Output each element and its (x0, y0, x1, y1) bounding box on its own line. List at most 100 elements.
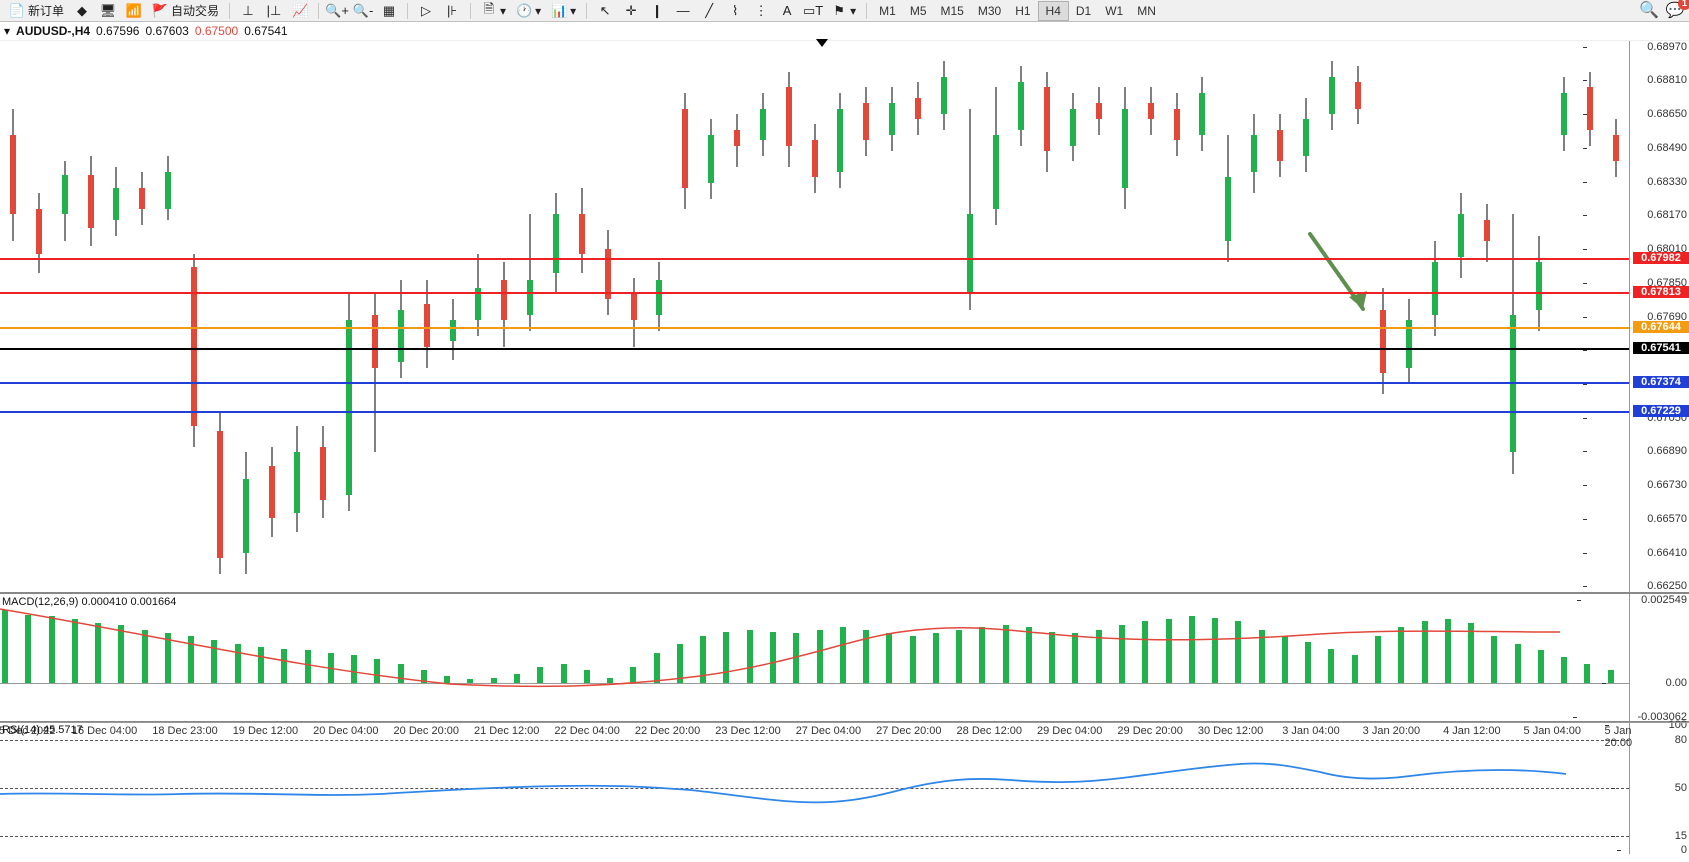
mid-orange-line[interactable] (0, 327, 1629, 329)
candlestick[interactable] (1044, 87, 1050, 150)
candlestick[interactable] (294, 452, 300, 513)
candlestick[interactable] (734, 130, 740, 146)
support-line-1[interactable] (0, 382, 1629, 384)
candlestick[interactable] (1251, 135, 1257, 172)
vertical-line-button[interactable]: ❙ (644, 1, 670, 21)
new-indicator-chart-button[interactable]: ⊥ (235, 1, 261, 21)
timeframe-m1[interactable]: M1 (872, 1, 903, 21)
candlestick[interactable] (889, 103, 895, 135)
candlestick[interactable] (760, 109, 766, 141)
timeframe-h4[interactable]: H4 (1038, 1, 1069, 21)
macd-panel[interactable]: MACD(12,26,9) 0.000410 0.001664 0.002549… (0, 594, 1689, 722)
candlestick[interactable] (1018, 82, 1024, 130)
new-order-button[interactable]: 📄 新订单 (4, 1, 69, 21)
dropdown-arrow-icon[interactable]: ▾ (4, 24, 10, 38)
chart-top-marker[interactable] (816, 39, 828, 47)
candlestick[interactable] (812, 140, 818, 177)
resistance-line-1[interactable] (0, 258, 1629, 260)
timeframe-mn[interactable]: MN (1130, 1, 1163, 21)
candlestick[interactable] (191, 267, 197, 426)
candlestick[interactable] (1096, 103, 1102, 119)
support-line-2[interactable] (0, 411, 1629, 413)
chart-autoscroll-button[interactable]: |⊦ (439, 1, 465, 21)
terminal-button[interactable]: 🖥 (95, 1, 121, 21)
chart-templates-button[interactable]: ▦ (376, 1, 402, 21)
timeframe-w1[interactable]: W1 (1098, 1, 1130, 21)
connection-button[interactable]: 📶 (121, 1, 147, 21)
candlestick[interactable] (1148, 103, 1154, 119)
new-chart-dropdown[interactable]: 🗎 ▾ (476, 1, 511, 21)
candlestick[interactable] (398, 310, 404, 363)
candlestick[interactable] (1303, 119, 1309, 156)
candlestick[interactable] (1199, 93, 1205, 135)
candlestick[interactable] (217, 431, 223, 558)
candlestick[interactable] (1613, 135, 1619, 161)
candlestick[interactable] (579, 214, 585, 254)
candlestick[interactable] (165, 172, 171, 209)
indicators-list-dropdown[interactable]: 📊 ▾ (546, 1, 581, 21)
search-button[interactable]: 🔍 (1641, 2, 1657, 20)
candlestick[interactable] (1225, 177, 1231, 240)
line-chart-button[interactable]: 📈 (287, 1, 313, 21)
candlestick[interactable] (243, 479, 249, 553)
fibonacci-tool-button[interactable]: ⌇ (722, 1, 748, 21)
candlestick[interactable] (1561, 93, 1567, 135)
candlestick[interactable] (1122, 109, 1128, 188)
period-dropdown[interactable]: 🕐 ▾ (511, 1, 546, 21)
candlestick[interactable] (113, 188, 119, 220)
candlestick[interactable] (1329, 77, 1335, 114)
candlestick[interactable] (372, 315, 378, 368)
candlestick[interactable] (1587, 87, 1593, 129)
candlestick[interactable] (424, 304, 430, 346)
candlestick[interactable] (62, 175, 68, 215)
candlestick[interactable] (527, 280, 533, 314)
candlestick[interactable] (269, 466, 275, 519)
candlestick[interactable] (967, 214, 973, 293)
candlestick[interactable] (139, 188, 145, 209)
timeframe-m30[interactable]: M30 (971, 1, 1008, 21)
text-box-tool-button[interactable]: ▭T (800, 1, 826, 21)
candlestick[interactable] (1458, 214, 1464, 256)
candlestick[interactable] (1070, 109, 1076, 146)
candlestick[interactable] (1277, 130, 1283, 162)
timeframe-m15[interactable]: M15 (934, 1, 971, 21)
tools-button[interactable]: ◆ (69, 1, 95, 21)
text-tool-button[interactable]: A (774, 1, 800, 21)
candlestick[interactable] (1536, 262, 1542, 310)
candlestick[interactable] (863, 103, 869, 140)
candlestick[interactable] (88, 175, 94, 228)
candlestick[interactable] (1380, 310, 1386, 373)
resistance-line-2[interactable] (0, 292, 1629, 294)
price-panel[interactable]: 0.68970 0.68810 0.68650 0.68490 0.68330 0.681… (0, 41, 1689, 594)
candlestick[interactable] (708, 135, 714, 183)
channel-tool-button[interactable]: ⋮ (748, 1, 774, 21)
cursor-tool-button[interactable]: ↖ (592, 1, 618, 21)
candlestick[interactable] (1432, 262, 1438, 315)
zoom-out-button[interactable]: 🔍- (350, 1, 376, 21)
object-list-button[interactable]: ⚑ ▾ (826, 1, 861, 21)
candlestick[interactable] (346, 320, 352, 495)
notifications-button[interactable]: 💬 1 (1667, 2, 1683, 20)
trend-arrow-annotation[interactable] (1305, 229, 1375, 324)
candlestick[interactable] (450, 320, 456, 341)
candlestick[interactable] (837, 109, 843, 172)
candlestick[interactable] (682, 109, 688, 188)
candlestick[interactable] (631, 294, 637, 320)
auto-trading-button[interactable]: 🚩 自动交易 (147, 1, 224, 21)
candlestick[interactable] (1510, 315, 1516, 453)
candlestick[interactable] (10, 135, 16, 214)
candle-chart-button[interactable]: |⊥ (261, 1, 287, 21)
candlestick[interactable] (36, 209, 42, 254)
chart-shift-button[interactable]: ▷ (413, 1, 439, 21)
candlestick[interactable] (941, 77, 947, 114)
candlestick[interactable] (1174, 109, 1180, 141)
trend-line-button[interactable]: ╱ (696, 1, 722, 21)
rsi-panel[interactable]: RSI(14) 45.5717 100 80 50 15 0 15 Dec 20… (0, 722, 1689, 854)
candlestick[interactable] (1355, 82, 1361, 108)
horizontal-line-button[interactable]: ― (670, 1, 696, 21)
candlestick[interactable] (1484, 220, 1490, 241)
candlestick[interactable] (553, 214, 559, 272)
crosshair-tool-button[interactable]: ✛ (618, 1, 644, 21)
candlestick[interactable] (786, 87, 792, 145)
candlestick[interactable] (915, 98, 921, 119)
